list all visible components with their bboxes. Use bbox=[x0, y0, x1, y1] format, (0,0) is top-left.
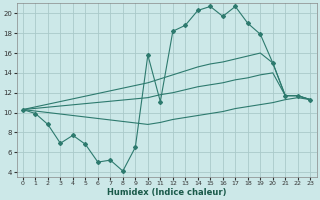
X-axis label: Humidex (Indice chaleur): Humidex (Indice chaleur) bbox=[107, 188, 226, 197]
